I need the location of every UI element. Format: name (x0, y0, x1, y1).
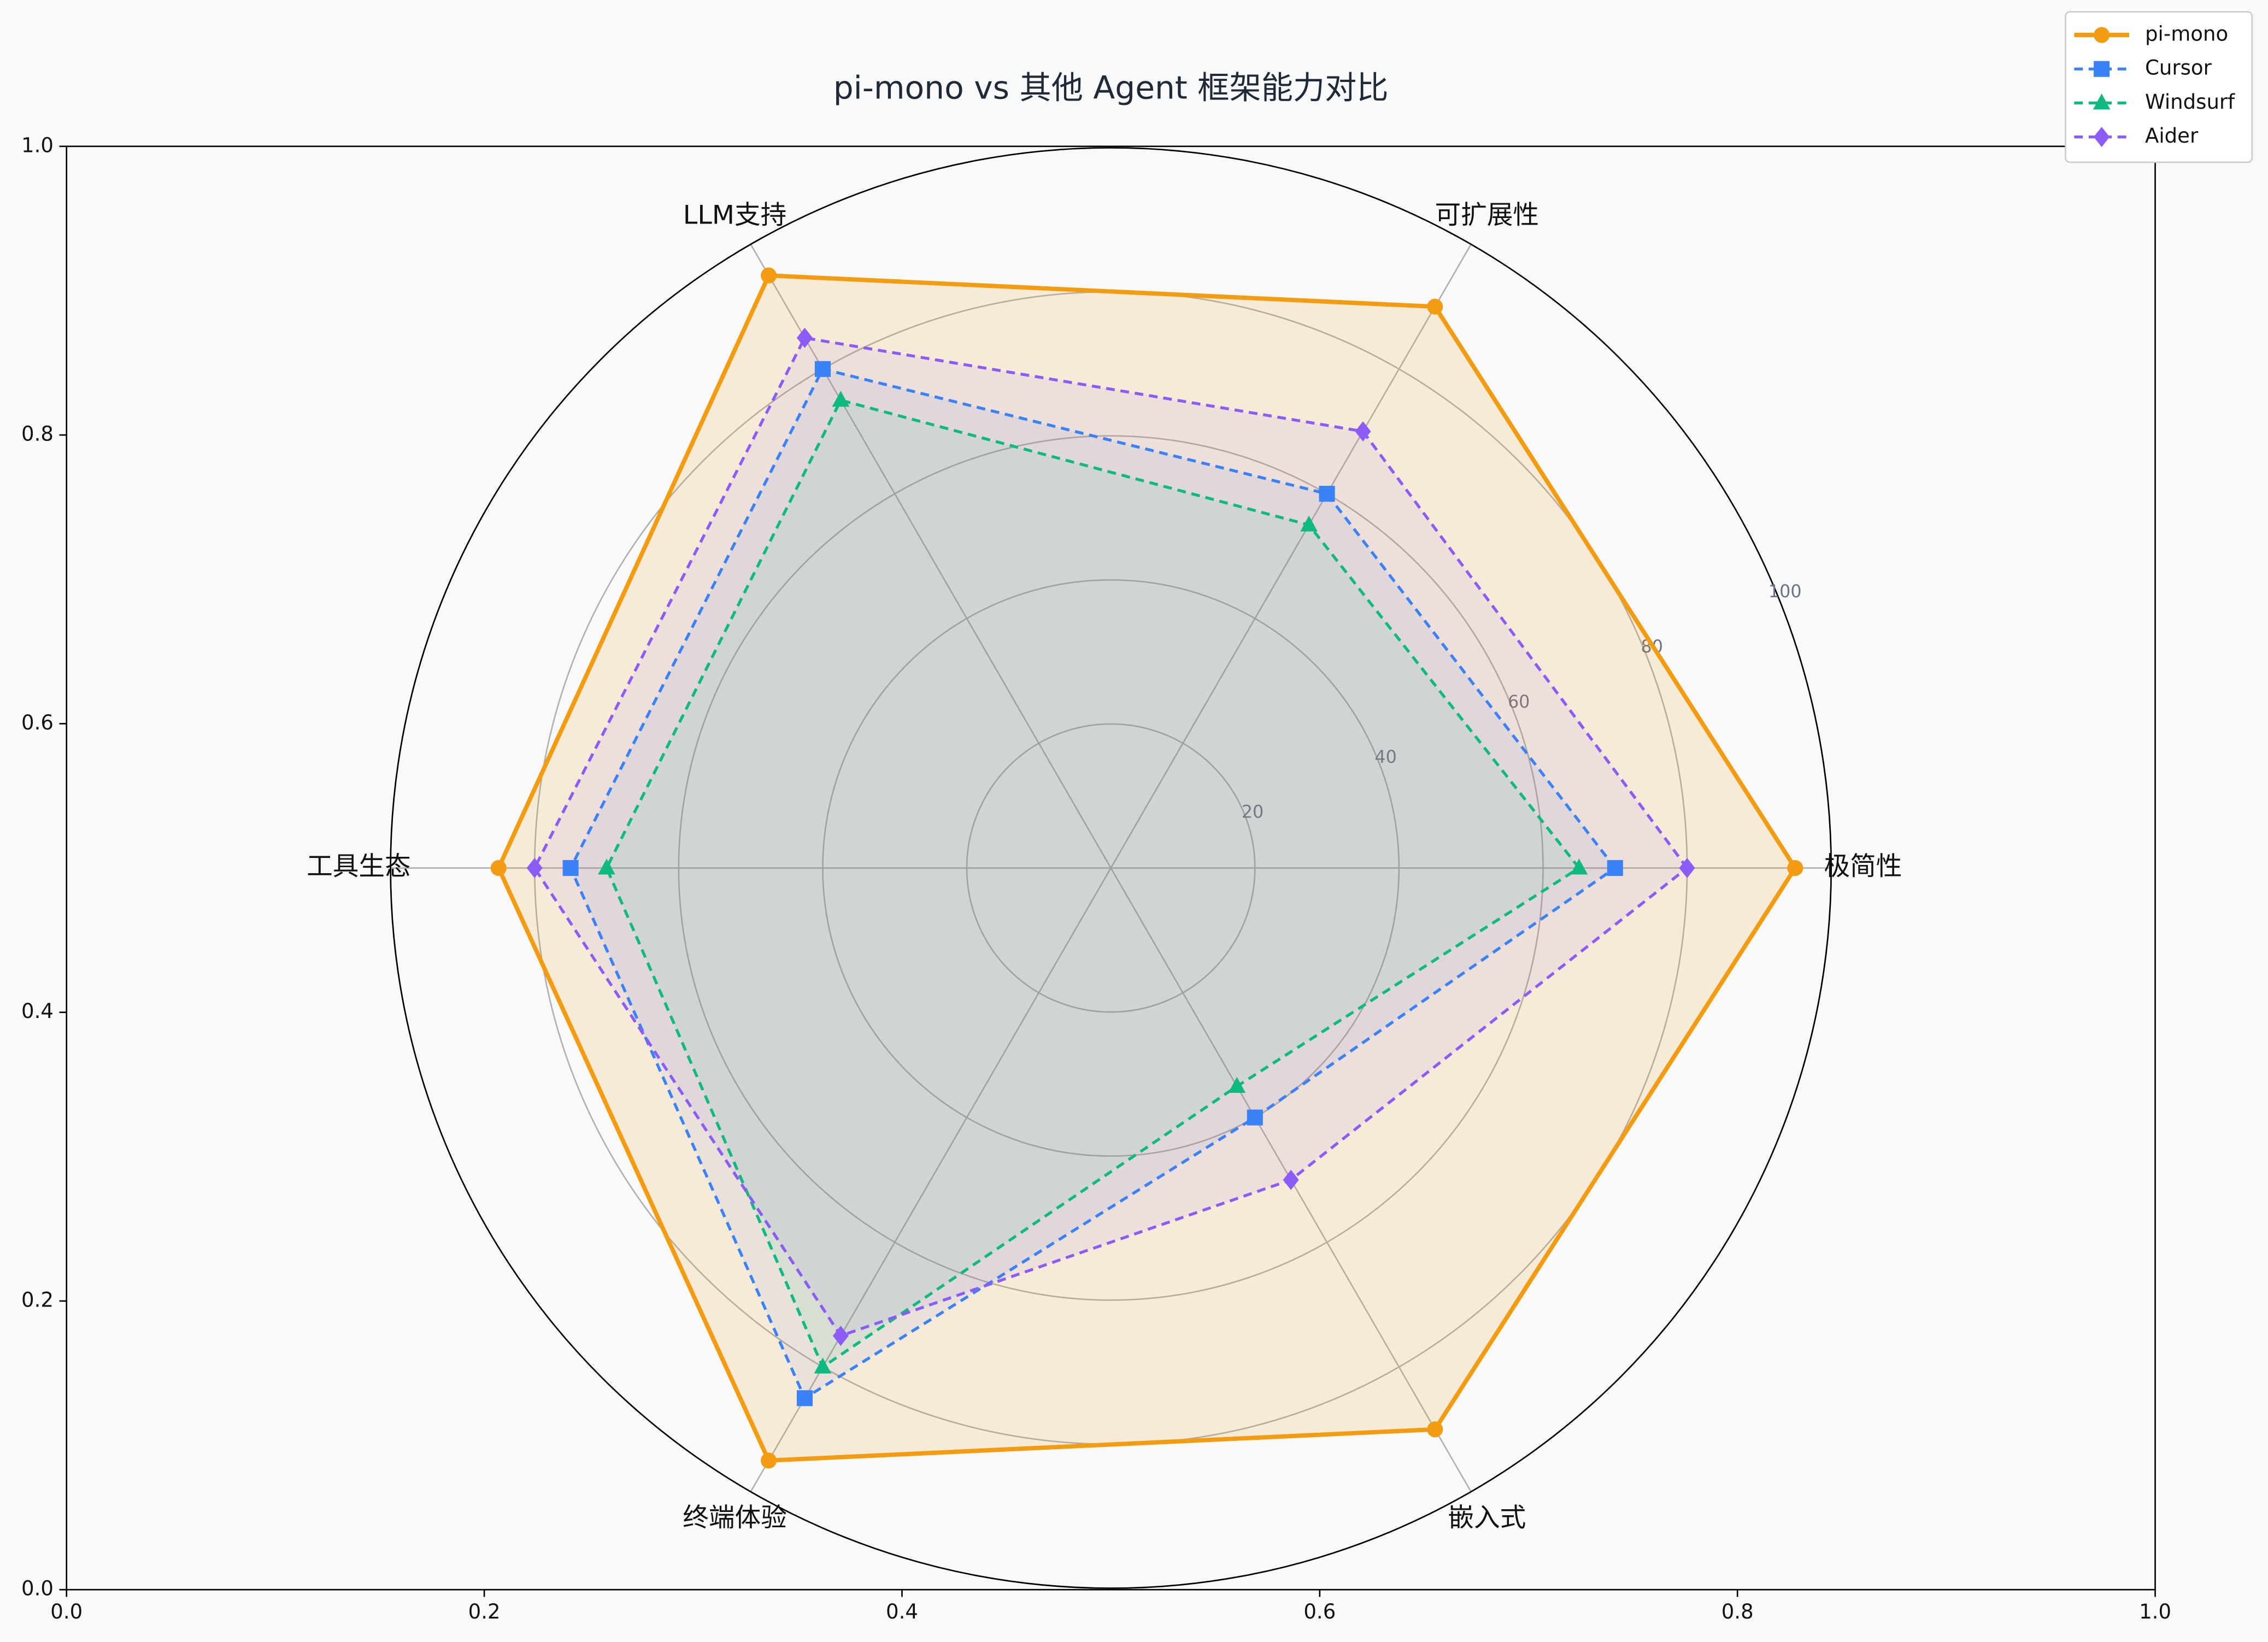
r-tick-label: 100 (1768, 582, 1802, 602)
category-label: LLM支持 (683, 201, 786, 231)
polar-frame (390, 147, 1832, 1589)
marker (796, 327, 813, 348)
legend-label: Cursor (2145, 56, 2212, 80)
marker (832, 391, 850, 407)
marker (2094, 61, 2110, 77)
x-tick-label: 1.0 (2139, 1600, 2171, 1623)
category-label: 嵌入式 (1448, 1503, 1526, 1533)
marker (1300, 515, 1318, 532)
legend-label: Aider (2145, 124, 2199, 148)
grid-spoke (1110, 244, 1472, 869)
marker (1228, 1076, 1246, 1093)
marker (1787, 860, 1803, 876)
marker (796, 1390, 813, 1406)
marker (1283, 1169, 1299, 1190)
marker (832, 1326, 849, 1346)
marker (1570, 858, 1588, 875)
y-tick-label: 0.0 (21, 1577, 54, 1600)
y-tick-label: 1.0 (21, 133, 54, 157)
y-tick-label: 0.6 (21, 711, 54, 734)
x-tick-label: 0.2 (468, 1600, 501, 1623)
chart-title: pi-mono vs 其他 Agent 框架能力对比 (833, 69, 1389, 107)
r-tick-label: 60 (1508, 692, 1530, 712)
marker (1607, 860, 1623, 876)
marker (598, 858, 615, 875)
series-area (607, 400, 1579, 1367)
x-tick-label: 0.0 (50, 1600, 83, 1623)
marker (2094, 27, 2110, 43)
series-area (571, 369, 1615, 1398)
legend-label: pi-mono (2145, 22, 2228, 46)
marker (1319, 486, 1335, 502)
series-area (498, 275, 1795, 1461)
x-tick-label: 0.6 (1303, 1600, 1336, 1623)
r-tick-label: 40 (1374, 748, 1396, 767)
marker (562, 860, 579, 876)
marker (1427, 298, 1443, 315)
marker (490, 860, 507, 876)
x-tick-label: 0.4 (886, 1600, 918, 1623)
marker (2094, 127, 2110, 148)
marker (761, 1452, 777, 1469)
category-label: 可扩展性 (1435, 201, 1540, 231)
legend-label: Windsurf (2145, 90, 2235, 114)
marker (814, 1357, 832, 1374)
marker (1247, 1109, 1263, 1126)
marker (814, 361, 831, 377)
category-label: 终端体验 (683, 1503, 787, 1533)
legend-box (2065, 11, 2253, 163)
y-tick-label: 0.8 (21, 422, 54, 446)
r-tick-label: 20 (1242, 803, 1264, 822)
marker (1679, 857, 1695, 879)
category-label: 工具生态 (307, 852, 411, 882)
y-tick-label: 0.2 (21, 1288, 54, 1311)
marker (526, 857, 543, 879)
grid-spoke (750, 244, 1112, 869)
marker (1427, 1421, 1443, 1438)
x-tick-label: 0.8 (1721, 1600, 1754, 1623)
axes-frame (66, 145, 2156, 1591)
grid-spoke (750, 867, 1112, 1492)
marker (2093, 93, 2111, 110)
y-tick-label: 0.4 (21, 999, 54, 1023)
marker (761, 267, 777, 284)
category-label: 极简性 (1824, 852, 1902, 882)
